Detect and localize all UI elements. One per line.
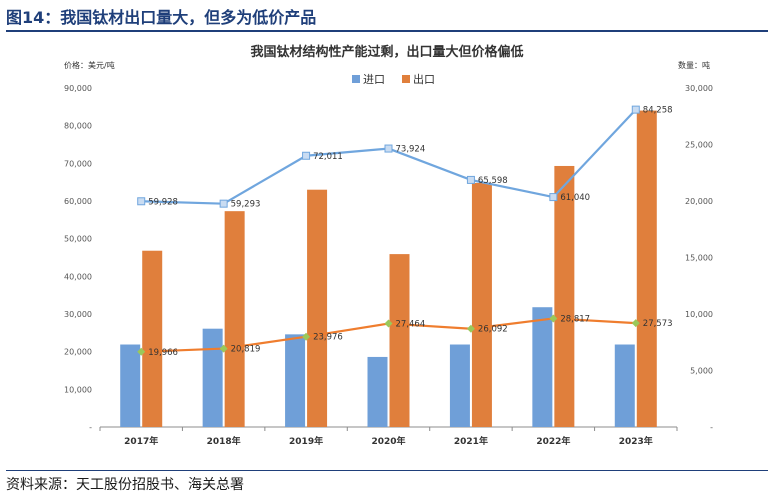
- export-price-data-label: 28,817: [560, 314, 590, 324]
- left-axis-tick-label: 70,000: [64, 159, 92, 168]
- x-axis-category-label: 2023年: [619, 435, 653, 447]
- right-axis-tick-label: 20,000: [685, 197, 713, 206]
- import-bar: [449, 344, 470, 427]
- import-price-point: [219, 199, 228, 208]
- source-note: 资料来源：天工股份招股书、海关总署: [6, 477, 244, 493]
- right-axis-tick-label: 25,000: [685, 141, 713, 150]
- left-axis-tick-label: 30,000: [64, 310, 92, 319]
- x-axis-category-label: 2020年: [371, 435, 405, 447]
- left-axis-tick-label: 90,000: [64, 84, 92, 93]
- legend-import-label: 进口: [363, 73, 385, 86]
- title-rule: [6, 30, 768, 32]
- left-axis-tick-label: 50,000: [64, 235, 92, 244]
- import-bar: [614, 344, 635, 427]
- left-axis-tick-label: -: [89, 423, 92, 432]
- export-bar: [636, 110, 657, 427]
- import-bar: [532, 307, 553, 427]
- import-price-data-label: 84,258: [643, 106, 673, 116]
- left-axis-tick-label: 40,000: [64, 272, 92, 281]
- export-bar: [389, 254, 410, 427]
- legend-export-swatch: [402, 75, 410, 83]
- export-price-point: [466, 324, 475, 333]
- import-price-data-label: 65,598: [478, 176, 508, 186]
- export-price-data-label: 23,976: [313, 333, 343, 343]
- right-axis-tick-label: 30,000: [685, 84, 713, 93]
- import-price-data-label: 73,924: [396, 145, 426, 155]
- left-axis-tick-label: 10,000: [64, 385, 92, 394]
- import-bar: [285, 334, 306, 427]
- import-price-point: [549, 193, 558, 202]
- import-price-line: [141, 108, 637, 205]
- export-price-point: [302, 332, 311, 341]
- export-bar: [471, 182, 492, 427]
- export-price-point: [549, 314, 558, 323]
- import-bar: [367, 356, 388, 427]
- left-axis-label: 价格：美元/吨: [64, 60, 115, 70]
- import-price-data-label: 72,011: [313, 152, 343, 162]
- import-price-point: [384, 144, 393, 153]
- export-bar: [224, 211, 245, 427]
- import-price-data-label: 61,040: [560, 193, 590, 203]
- export-price-data-label: 26,092: [478, 325, 508, 335]
- import-price-point: [302, 151, 311, 160]
- x-axis-category-label: 2019年: [289, 435, 323, 447]
- export-bar: [307, 189, 328, 427]
- x-axis-category-label: 2022年: [536, 435, 570, 447]
- export-price-data-label: 19,966: [148, 348, 178, 358]
- chart-title: 我国钛材结构性产能过剩，出口量大但价格偏低: [250, 44, 523, 60]
- export-bar: [142, 250, 163, 427]
- import-price-point: [137, 197, 146, 206]
- legend-import-swatch: [352, 75, 360, 83]
- left-axis-tick-label: 20,000: [64, 348, 92, 357]
- right-axis-tick-label: 15,000: [685, 254, 713, 263]
- export-bar: [554, 165, 575, 427]
- import-price-point: [466, 175, 475, 184]
- right-axis-tick-label: 5,000: [690, 367, 713, 376]
- right-axis-label: 数量：吨: [678, 60, 710, 70]
- x-axis-category-label: 2021年: [454, 435, 488, 447]
- right-axis-tick-label: -: [710, 423, 713, 432]
- import-price-point: [631, 105, 640, 114]
- export-price-data-label: 27,464: [396, 320, 426, 330]
- import-bar: [202, 328, 223, 427]
- plot-area: - 10,000 20,000 30,000 40,000 50,000 60,000 70,…: [64, 84, 713, 447]
- export-price-point: [631, 319, 640, 328]
- x-axis-category-label: 2018年: [207, 435, 241, 447]
- export-price-point: [384, 319, 393, 328]
- chart: 我国钛材结构性产能过剩，出口量大但价格偏低 价格：美元/吨 数量：吨 进口 出口…: [64, 44, 713, 447]
- export-price-point: [219, 344, 228, 353]
- legend-export-label: 出口: [413, 72, 435, 86]
- import-price-data-label: 59,928: [148, 197, 178, 207]
- left-axis-tick-label: 80,000: [64, 122, 92, 131]
- import-bar: [120, 344, 141, 427]
- x-axis-category-label: 2017年: [124, 435, 158, 447]
- export-price-data-label: 27,573: [643, 319, 673, 329]
- export-price-data-label: 20,819: [231, 345, 261, 355]
- source-rule: [6, 470, 768, 471]
- left-axis-tick-label: 60,000: [64, 197, 92, 206]
- right-axis-tick-label: 10,000: [685, 310, 713, 319]
- export-price-point: [137, 347, 146, 356]
- import-price-data-label: 59,293: [231, 200, 261, 210]
- figure-title: 图14：我国钛材出口量大，但多为低价产品: [6, 8, 317, 27]
